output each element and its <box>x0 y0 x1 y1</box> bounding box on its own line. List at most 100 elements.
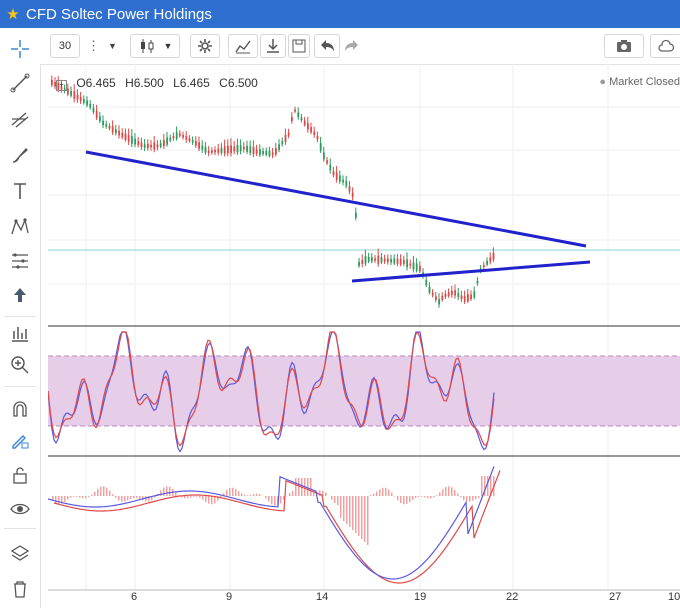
magnet-icon[interactable] <box>0 394 40 424</box>
macd-histogram-bar <box>268 496 270 502</box>
candle-body <box>111 126 114 133</box>
macd-histogram-bar <box>208 496 210 504</box>
window-title: CFD Soltec Power Holdings <box>26 5 212 23</box>
save-button[interactable] <box>288 34 310 58</box>
candle-body <box>444 293 447 297</box>
macd-histogram-bar <box>313 492 315 496</box>
trash-icon[interactable] <box>0 574 40 604</box>
macd-histogram-bar <box>202 496 204 500</box>
candle-body <box>467 294 469 302</box>
x-tick-label: 22 <box>506 591 519 603</box>
macd-histogram-bar <box>244 494 246 496</box>
macd-histogram-bar <box>166 486 168 496</box>
macd-histogram-bar <box>112 494 114 496</box>
candle-body <box>185 136 188 140</box>
candle-body <box>89 103 92 108</box>
macd-histogram-bar <box>403 496 405 505</box>
macd-histogram-bar <box>409 496 411 503</box>
interval-select[interactable]: 30 <box>50 34 80 58</box>
candle-body <box>163 139 165 147</box>
candle-body <box>115 129 117 134</box>
macd-histogram-bar <box>118 496 120 501</box>
candle-body <box>457 293 460 298</box>
macd-histogram-bar <box>109 490 111 496</box>
candle-body <box>204 146 207 153</box>
pattern-icon[interactable] <box>0 212 40 242</box>
lock-drawing-icon[interactable] <box>0 426 40 456</box>
candle-body <box>108 126 111 129</box>
download-button[interactable] <box>260 34 286 58</box>
measure-icon[interactable] <box>0 318 40 348</box>
candle-body <box>156 144 159 148</box>
screenshot-button[interactable] <box>604 34 644 58</box>
candle-body <box>351 192 354 198</box>
redo-button[interactable] <box>340 34 364 58</box>
undo-button[interactable] <box>314 34 340 58</box>
candle-body <box>243 146 245 150</box>
candle-body <box>195 140 197 146</box>
candle-body <box>182 135 184 138</box>
candle-body <box>326 160 328 164</box>
redo-icon <box>345 40 358 51</box>
trendline-upper <box>85 150 587 248</box>
candle-body <box>83 99 85 103</box>
star-icon[interactable]: ★ <box>6 6 20 23</box>
cloud-button[interactable] <box>650 34 680 58</box>
macd-histogram-bar <box>190 496 192 498</box>
candle-body <box>409 263 412 266</box>
zoom-in-icon[interactable] <box>0 350 40 380</box>
price-chart[interactable] <box>48 64 680 604</box>
candle-body <box>124 133 127 141</box>
candle-body <box>134 138 136 145</box>
unlock-icon[interactable] <box>0 460 40 490</box>
macd-histogram-bar <box>346 496 348 524</box>
macd-histogram-bar <box>451 487 453 496</box>
macd-histogram-bar <box>472 496 474 501</box>
candle-body <box>179 133 181 136</box>
macd-histogram-bar <box>307 478 309 496</box>
brush-icon[interactable] <box>0 140 40 170</box>
layers-icon[interactable] <box>0 538 40 568</box>
macd-histogram-bar <box>463 496 465 501</box>
crosshair-icon[interactable] <box>0 34 40 64</box>
line-tool-icon[interactable] <box>0 68 40 98</box>
candle-body <box>153 142 156 150</box>
collapse-legend-icon[interactable]: + <box>56 80 67 91</box>
macd-histogram-bar <box>175 491 177 496</box>
candle-body <box>374 258 376 261</box>
macd-histogram-bar <box>136 496 138 499</box>
fork-tool-icon[interactable] <box>0 104 40 134</box>
candle-body <box>371 257 373 262</box>
candle-body <box>355 212 357 218</box>
candle-body <box>147 143 149 149</box>
candle-body <box>57 82 60 90</box>
settings-icon <box>198 39 212 53</box>
macd-histogram-bar <box>163 487 165 496</box>
candle-body <box>127 135 130 142</box>
arrow-up-icon[interactable] <box>0 280 40 310</box>
candle-body <box>121 132 124 138</box>
macd-histogram-bar <box>61 496 63 504</box>
macd-histogram-bar <box>436 495 438 496</box>
text-tool-icon[interactable] <box>0 176 40 206</box>
macd-histogram-bar <box>265 496 267 499</box>
candle-body <box>99 116 101 122</box>
candle-body <box>86 100 88 106</box>
chart-type-select[interactable]: ▼ <box>130 34 180 58</box>
high-value: H6.500 <box>125 76 164 90</box>
candle-body <box>425 279 428 286</box>
macd-histogram-bar <box>82 496 84 499</box>
eye-icon[interactable] <box>0 494 40 524</box>
fibonacci-icon[interactable] <box>0 246 40 276</box>
macd-histogram-bar <box>115 496 117 498</box>
settings-button[interactable] <box>190 34 220 58</box>
candle-body <box>73 91 76 100</box>
macd-histogram-bar <box>88 496 90 498</box>
interval-menu-button[interactable]: ⋮ ▼ <box>82 34 122 58</box>
macd-histogram-bar <box>256 493 258 496</box>
macd-histogram-bar <box>196 496 198 497</box>
candle-body <box>415 263 418 272</box>
indicators-button[interactable] <box>228 34 258 58</box>
candle-body <box>451 290 453 295</box>
candle-body <box>303 120 306 126</box>
